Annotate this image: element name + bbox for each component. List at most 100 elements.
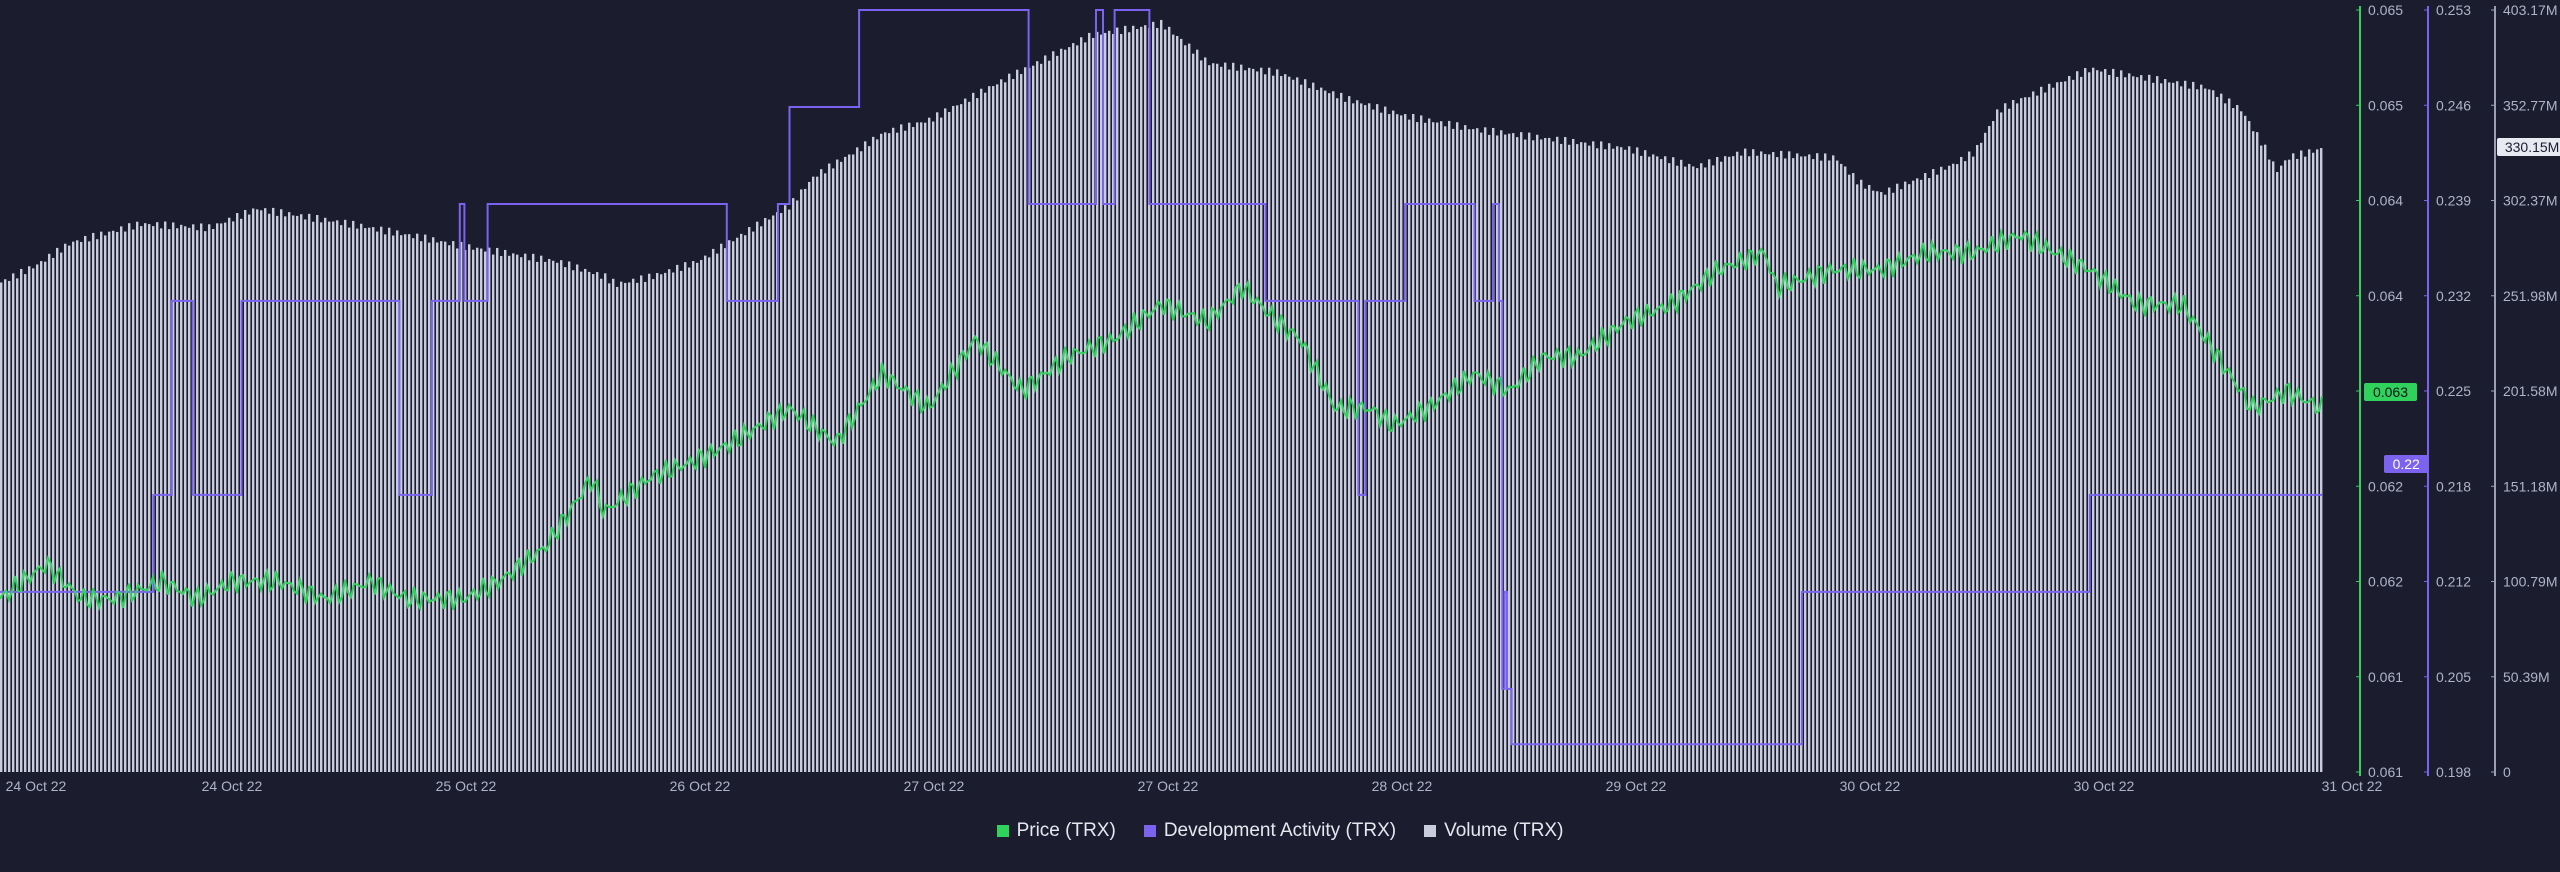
volume-bar <box>1768 154 1771 772</box>
volume-bar <box>428 242 431 772</box>
volume-bar <box>960 104 963 772</box>
volume-bar <box>204 231 207 773</box>
volume-bar <box>384 234 387 773</box>
dev-axis-tick-label: 0.198 <box>2436 764 2471 780</box>
volume-bar <box>716 253 719 773</box>
volume-bar <box>1456 122 1459 773</box>
volume-bar <box>2148 74 2151 772</box>
volume-bar <box>448 245 451 772</box>
volume-bar <box>800 189 803 772</box>
price-axis-tick-label: 0.064 <box>2368 193 2403 209</box>
volume-bar <box>524 253 527 772</box>
legend: Price (TRX) Development Activity (TRX) V… <box>0 820 2560 842</box>
volume-bar <box>248 214 251 772</box>
volume-axis-tick-label: 403.17M <box>2503 2 2557 18</box>
volume-bar <box>1308 88 1311 772</box>
volume-bar <box>1908 184 1911 772</box>
legend-item-volume[interactable]: Volume (TRX) <box>1424 820 1563 842</box>
volume-bar <box>1692 166 1695 772</box>
volume-bar <box>860 151 863 772</box>
volume-bar <box>420 241 423 773</box>
volume-bar <box>1288 76 1291 772</box>
volume-bar <box>1564 137 1567 772</box>
volume-bar <box>1660 159 1663 772</box>
volume-axis-tick-label: 0 <box>2503 764 2511 780</box>
volume-bar <box>1468 129 1471 772</box>
volume-bar <box>796 200 799 772</box>
volume-bar <box>940 117 943 773</box>
volume-bar <box>1492 127 1495 772</box>
volume-bar <box>1292 79 1295 772</box>
volume-bar <box>2184 80 2187 773</box>
volume-bar <box>896 132 899 773</box>
x-axis-tick-label: 24 Oct 22 <box>202 778 263 794</box>
volume-bar <box>864 141 867 773</box>
volume-bar <box>324 217 327 772</box>
volume-bar <box>1804 156 1807 773</box>
volume-bar <box>1080 37 1083 773</box>
volume-bar <box>1764 154 1767 773</box>
volume-bar <box>2080 76 2083 773</box>
volume-bar <box>676 264 679 772</box>
volume-bar <box>52 257 55 772</box>
volume-bar <box>2056 82 2059 772</box>
volume-axis-tick-label: 151.18M <box>2503 478 2557 494</box>
volume-bar <box>844 156 847 773</box>
volume-bar <box>1544 138 1547 772</box>
volume-bar <box>1212 63 1215 772</box>
price-axis-tick-label: 0.065 <box>2368 97 2403 113</box>
volume-bar <box>76 240 79 772</box>
volume-bar <box>1612 148 1615 772</box>
volume-bar <box>1912 180 1915 772</box>
legend-item-dev-activity[interactable]: Development Activity (TRX) <box>1143 820 1397 842</box>
volume-bar <box>768 219 771 772</box>
volume-bar <box>1864 188 1867 772</box>
volume-bar <box>1580 142 1583 773</box>
volume-bar <box>84 235 87 773</box>
volume-bar <box>1312 82 1315 773</box>
volume-bar <box>1040 63 1043 773</box>
volume-bar <box>1900 189 1903 772</box>
volume-bar <box>1652 154 1655 772</box>
volume-bar <box>1824 153 1827 772</box>
volume-bar <box>1352 103 1355 773</box>
volume-bar <box>1264 74 1267 773</box>
volume-bar <box>380 226 383 772</box>
volume-bar <box>1484 127 1487 772</box>
volume-bar <box>100 231 103 773</box>
volume-bar <box>1848 174 1851 773</box>
volume-bar <box>1628 146 1631 772</box>
volume-bar <box>980 88 983 772</box>
volume-bar <box>148 224 151 773</box>
volume-bar <box>2156 76 2159 772</box>
volume-bar <box>1108 30 1111 773</box>
volume-bar <box>684 262 687 772</box>
volume-bar <box>452 241 455 772</box>
volume-bar <box>288 212 291 773</box>
volume-bar <box>672 272 675 772</box>
volume-bar <box>1012 79 1015 772</box>
volume-bar <box>1632 153 1635 773</box>
volume-bar <box>700 259 703 772</box>
volume-bar <box>1380 112 1383 773</box>
price-axis-tick-label: 0.062 <box>2368 478 2403 494</box>
volume-bar <box>2256 132 2259 772</box>
volume-bar <box>616 286 619 772</box>
legend-item-price[interactable]: Price (TRX) <box>996 820 1116 842</box>
volume-bar <box>488 247 491 773</box>
volume-bar <box>296 215 299 772</box>
volume-bar <box>580 271 583 772</box>
volume-bar <box>360 223 363 772</box>
volume-axis-tick-label: 100.79M <box>2503 574 2557 590</box>
volume-bar <box>252 208 255 772</box>
legend-label-dev-activity: Development Activity (TRX) <box>1163 820 1397 841</box>
volume-bar <box>1664 156 1667 772</box>
volume-bar <box>484 251 487 772</box>
volume-bar <box>16 278 19 772</box>
volume-bar <box>212 229 215 772</box>
volume-bar <box>624 282 627 772</box>
volume-bar <box>1400 115 1403 773</box>
volume-bar <box>2092 67 2095 773</box>
volume-bar <box>2036 95 2039 772</box>
